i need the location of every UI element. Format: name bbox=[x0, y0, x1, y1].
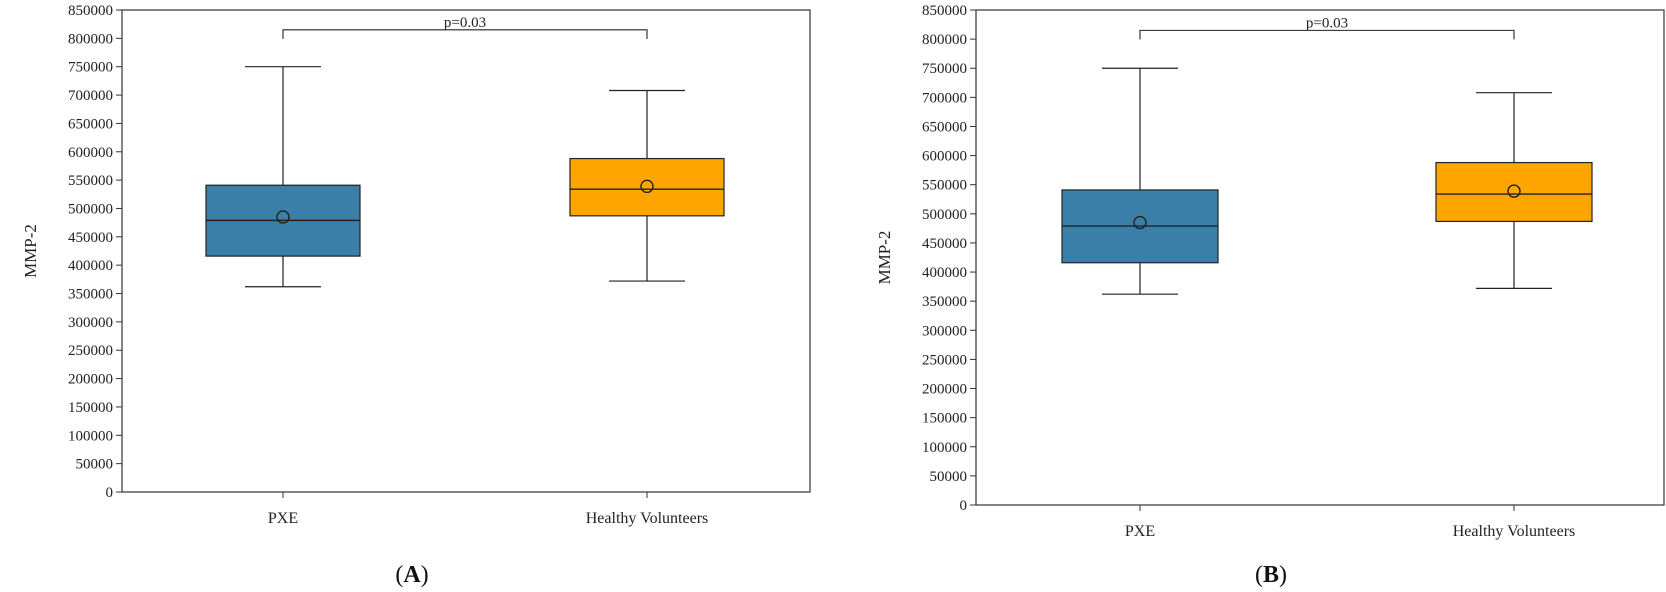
y-tick-label: 750000 bbox=[68, 60, 113, 76]
y-tick-label: 200000 bbox=[922, 382, 967, 398]
y-tick-label: 350000 bbox=[922, 294, 967, 310]
y-tick-label: 150000 bbox=[922, 411, 967, 427]
y-tick-label: 800000 bbox=[922, 32, 967, 48]
y-tick-label: 500000 bbox=[68, 201, 113, 217]
iqr-box bbox=[1435, 161, 1593, 222]
y-tick-label: 400000 bbox=[68, 258, 113, 274]
y-tick-label: 0 bbox=[960, 498, 968, 514]
y-tick-label: 850000 bbox=[922, 3, 967, 19]
y-tick-label: 800000 bbox=[68, 31, 113, 47]
y-tick-label: 100000 bbox=[922, 440, 967, 456]
y-tick-label: 400000 bbox=[922, 265, 967, 281]
box-pxe bbox=[1061, 67, 1219, 295]
iqr-box bbox=[569, 157, 725, 217]
y-tick-label: 750000 bbox=[922, 61, 967, 77]
y-tick-label: 450000 bbox=[68, 230, 113, 246]
chart-panel-b: 0 50000 100000 150000 200000 250000 300000 3500… bbox=[875, 3, 1665, 588]
y-tick-label: 550000 bbox=[922, 178, 967, 194]
box-healthy-volunteers bbox=[1435, 92, 1593, 289]
y-tick-label: 350000 bbox=[68, 287, 113, 303]
y-tick-label: 300000 bbox=[922, 323, 967, 339]
y-tick-label: 700000 bbox=[68, 88, 113, 104]
mean-marker bbox=[1507, 184, 1521, 198]
panel-label: (B) bbox=[1255, 562, 1287, 588]
chart-panel-a: 0 50000 100000 150000 200000 250000 300000 3500… bbox=[21, 3, 811, 588]
y-axis-label: MMP-2 bbox=[875, 231, 894, 285]
y-tick-label: 250000 bbox=[922, 352, 967, 368]
y-tick-label: 600000 bbox=[922, 149, 967, 165]
x-tick-label: PXE bbox=[268, 510, 298, 527]
y-tick-label: 650000 bbox=[922, 119, 967, 135]
y-tick-label: 450000 bbox=[922, 236, 967, 252]
mean-marker bbox=[1133, 215, 1147, 230]
x-tick-label: Healthy Volunteers bbox=[586, 510, 709, 527]
y-tick-label: 100000 bbox=[68, 428, 113, 444]
x-tick-label: PXE bbox=[1125, 523, 1155, 540]
significance-label: p=0.03 bbox=[1306, 15, 1348, 31]
mean-marker bbox=[276, 210, 290, 224]
box-healthy-volunteers bbox=[569, 89, 725, 282]
panel-label: (A) bbox=[395, 562, 428, 588]
y-tick-label: 650000 bbox=[68, 116, 113, 132]
plot-frame bbox=[975, 9, 1665, 506]
y-tick-label: 250000 bbox=[68, 343, 113, 359]
plot-frame bbox=[121, 9, 811, 493]
y-tick-label: 0 bbox=[106, 485, 114, 501]
mean-marker bbox=[640, 179, 654, 194]
y-tick-label: 700000 bbox=[922, 90, 967, 106]
significance-label: p=0.03 bbox=[444, 15, 486, 31]
significance-bracket bbox=[1139, 29, 1515, 40]
y-tick-label: 50000 bbox=[930, 469, 968, 485]
significance-bracket bbox=[282, 29, 648, 39]
y-tick-label: 850000 bbox=[68, 3, 113, 19]
y-tick-label: 500000 bbox=[922, 207, 967, 223]
y-axis-label: MMP-2 bbox=[21, 224, 40, 278]
y-tick-label: 550000 bbox=[68, 173, 113, 189]
y-tick-label: 300000 bbox=[68, 315, 113, 331]
y-tick-label: 600000 bbox=[68, 145, 113, 161]
x-tick-label: Healthy Volunteers bbox=[1453, 523, 1576, 540]
y-tick-label: 200000 bbox=[68, 372, 113, 388]
box-pxe bbox=[205, 66, 361, 288]
y-tick-label: 150000 bbox=[68, 400, 113, 416]
y-tick-label: 50000 bbox=[76, 457, 114, 473]
